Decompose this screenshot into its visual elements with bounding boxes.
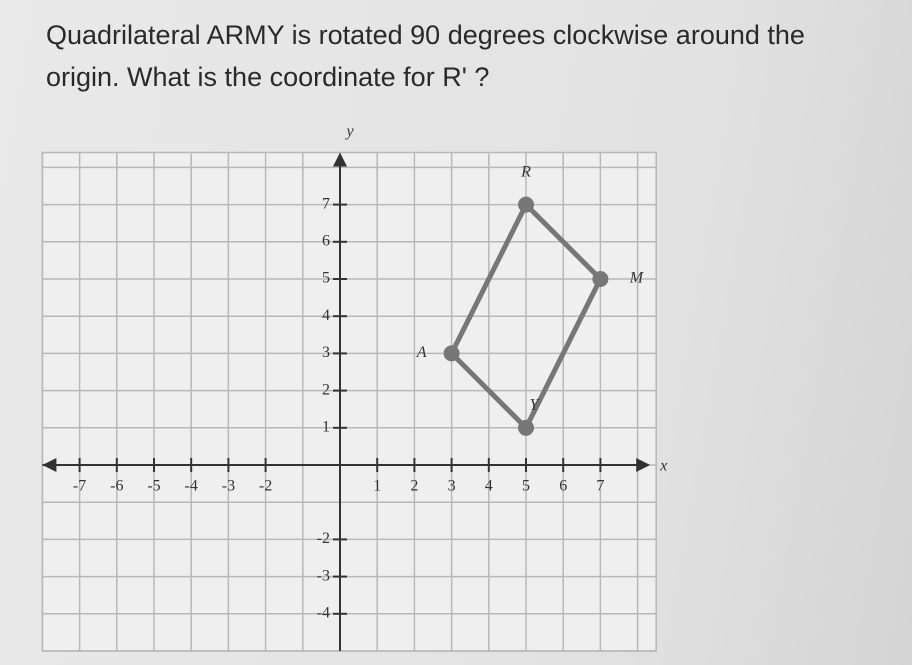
x-tick-label: 5 xyxy=(522,478,530,495)
vertex xyxy=(592,271,609,287)
vertex-label: Y xyxy=(530,396,541,413)
x-axis-label: x xyxy=(659,458,667,475)
question: Quadrilateral ARMY is rotated 90 degrees… xyxy=(46,20,805,92)
y-tick-label: 6 xyxy=(322,232,330,249)
x-tick-label: 7 xyxy=(596,478,604,495)
x-tick-label: 2 xyxy=(410,478,418,495)
x-tick-label: -2 xyxy=(259,478,272,495)
x-tick-label: -3 xyxy=(222,478,235,495)
vertex-label: R xyxy=(520,163,531,180)
y-tick-label: 7 xyxy=(322,195,330,212)
y-tick-label: 4 xyxy=(322,307,330,324)
x-tick-label: -4 xyxy=(185,478,198,495)
y-tick-label: 5 xyxy=(322,270,330,287)
vertex xyxy=(518,419,534,436)
x-tick-label: -6 xyxy=(110,478,123,495)
y-tick-label: -3 xyxy=(317,567,330,584)
y-tick-label: -2 xyxy=(317,530,330,547)
x-tick-label: -7 xyxy=(73,478,86,495)
vertex-label: M xyxy=(629,270,645,287)
y-tick-label: 3 xyxy=(322,344,330,361)
x-tick-label: 4 xyxy=(485,478,493,495)
y-tick-label: -4 xyxy=(317,604,330,621)
y-arrow xyxy=(333,152,347,167)
vertex xyxy=(518,196,534,213)
y-axis-label: y xyxy=(344,123,354,140)
vertex-label: A xyxy=(416,344,427,361)
x-tick-label: -5 xyxy=(147,478,160,495)
x-tick-label: 1 xyxy=(373,478,381,495)
y-tick-label: 1 xyxy=(322,418,330,435)
vertex xyxy=(443,345,460,362)
x-arrow-left xyxy=(42,458,57,472)
x-tick-label: 3 xyxy=(448,478,456,495)
x-arrow xyxy=(636,458,651,472)
x-tick-label: 6 xyxy=(559,478,567,495)
y-tick-label: 2 xyxy=(322,381,330,398)
